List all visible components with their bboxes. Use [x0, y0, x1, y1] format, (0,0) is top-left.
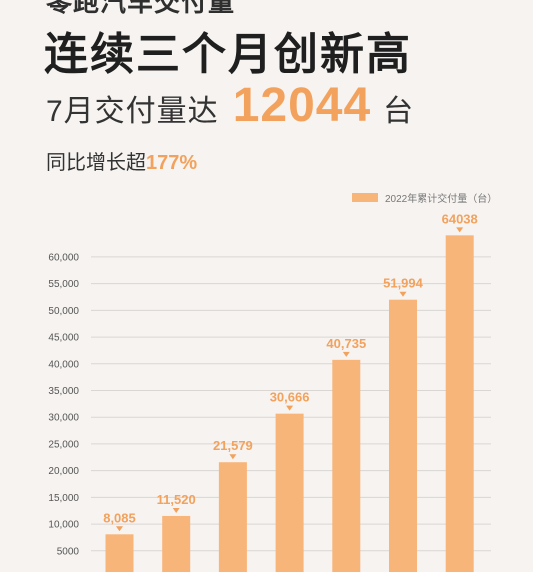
delivery-number: 12044 [232, 79, 372, 132]
bar [389, 299, 417, 572]
bar-pointer [399, 291, 407, 297]
data-label: 30,666 [270, 390, 310, 405]
data-label: 8,085 [103, 510, 136, 525]
partial-title: 零跑汽车交付量 [46, 0, 236, 17]
bar [162, 515, 191, 572]
bar-pointer [229, 454, 237, 460]
y-tick-label: 15,000 [48, 493, 79, 504]
growth-line: 同比增长超177% [46, 146, 197, 175]
y-tick-label: 20,000 [48, 466, 79, 477]
y-tick-label: 50,000 [48, 306, 79, 317]
data-label: 21,579 [213, 438, 253, 453]
bar-pointer [116, 526, 123, 532]
bar [275, 413, 304, 572]
growth-label: 同比增长超 [46, 152, 146, 174]
data-label: 40,735 [326, 336, 366, 351]
y-tick-label: 40,000 [48, 359, 79, 370]
legend-label: 2022年累计交付量（台） [385, 194, 498, 205]
y-tick-label: 35,000 [48, 386, 79, 397]
y-tick-label: 5000 [57, 546, 80, 557]
bar [332, 359, 361, 572]
delivery-unit: 台 [383, 95, 414, 128]
chart-legend: 2022年累计交付量（台） [352, 190, 497, 205]
data-label: 11,520 [157, 492, 196, 507]
y-tick-label: 30,000 [48, 413, 79, 424]
growth-value: 177% [146, 152, 198, 174]
bar [218, 462, 247, 572]
delivery-line: 7月交付量达 12044 台 [46, 78, 414, 132]
bar-pointer [456, 227, 464, 233]
data-label: 64038 [442, 211, 478, 226]
y-tick-label: 25,000 [48, 439, 79, 450]
bar-pointer [172, 507, 180, 513]
data-label: 51,994 [383, 276, 424, 291]
bar-pointer [342, 351, 350, 357]
bar [105, 534, 134, 572]
headline: 连续三个月创新高 [44, 30, 412, 79]
y-tick-label: 10,000 [48, 520, 79, 531]
delivery-label: 7月交付量达 [46, 95, 219, 128]
y-tick-label: 60,000 [48, 252, 79, 263]
y-tick-label: 55,000 [48, 279, 79, 290]
bar-pointer [286, 405, 294, 411]
legend-swatch [352, 193, 378, 202]
bar [445, 235, 474, 572]
y-tick-label: 45,000 [48, 333, 79, 344]
